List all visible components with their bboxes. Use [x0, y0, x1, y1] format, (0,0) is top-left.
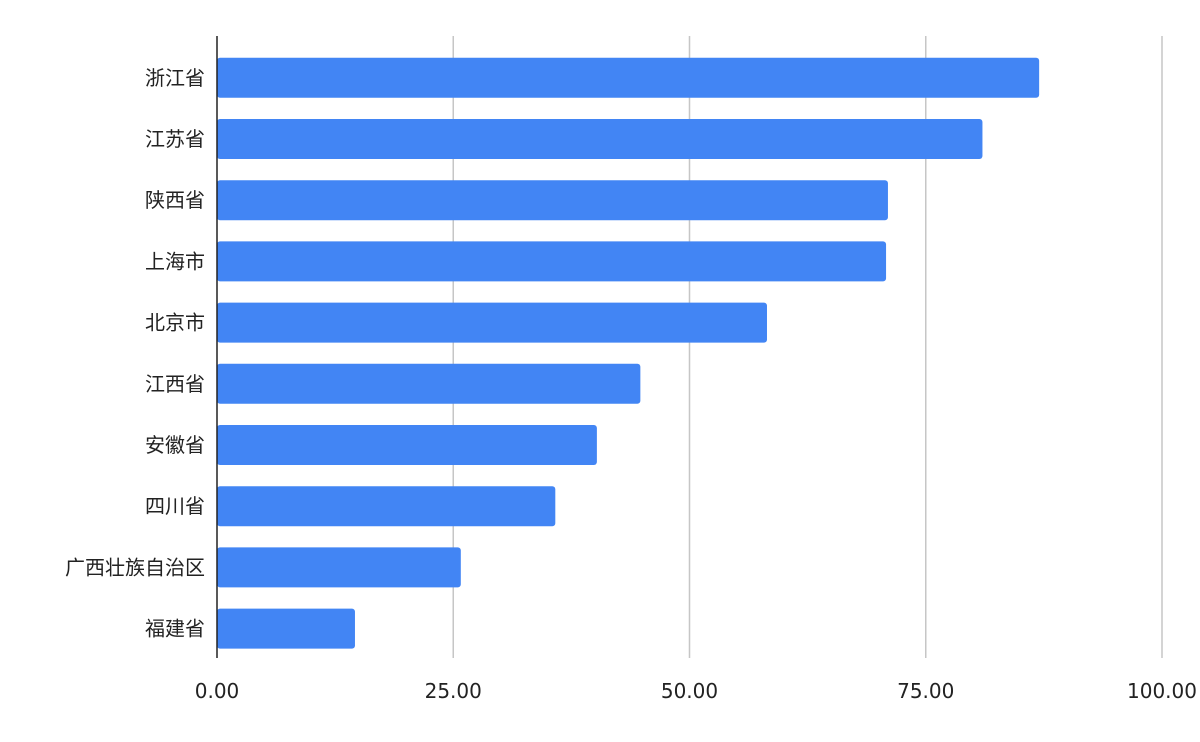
x-tick-label: 75.00 — [897, 679, 954, 703]
bar — [217, 486, 556, 527]
x-tick-label: 50.00 — [661, 679, 718, 703]
bar — [217, 302, 767, 343]
category-label: 福建省 — [145, 617, 205, 641]
bar — [217, 57, 1040, 98]
bar-layer — [217, 57, 1040, 649]
category-label: 陕西省 — [145, 188, 205, 212]
category-label: 浙江省 — [145, 66, 205, 90]
bar — [217, 363, 641, 404]
bar — [217, 547, 461, 588]
x-tick-label: 0.00 — [195, 679, 240, 703]
bar — [217, 180, 888, 221]
x-tick-label: 100.00 — [1127, 679, 1197, 703]
x-tick-label: 25.00 — [425, 679, 482, 703]
category-label: 江西省 — [145, 372, 205, 396]
bar — [217, 425, 597, 465]
bar — [217, 608, 355, 649]
bar — [217, 119, 983, 159]
category-label: 广西壮族自治区 — [65, 555, 205, 579]
x-tick-labels: 0.00 25.00 50.00 75.00 100.00 — [195, 679, 1197, 703]
category-label: 北京市 — [145, 311, 205, 335]
bar — [217, 241, 887, 282]
category-label: 上海市 — [145, 249, 205, 273]
category-label: 安徽省 — [145, 433, 205, 457]
category-label: 四川省 — [145, 494, 205, 518]
category-label: 江苏省 — [145, 127, 205, 151]
